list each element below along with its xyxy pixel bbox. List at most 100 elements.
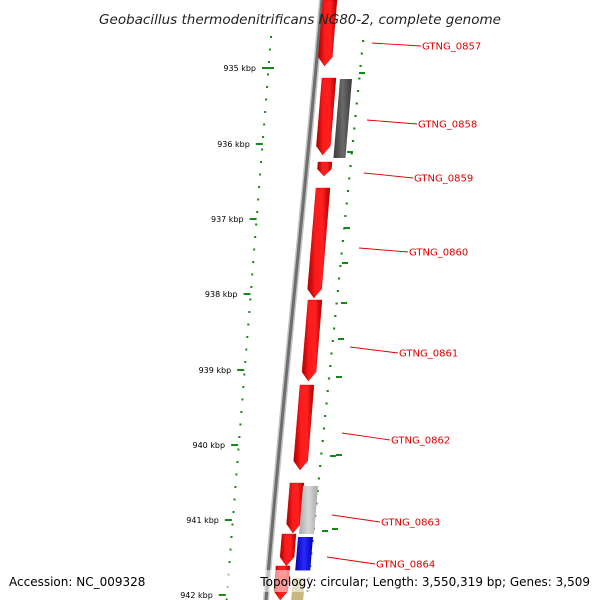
gc-dash	[336, 376, 342, 378]
gc-dot	[248, 311, 251, 313]
genome-backbone-line	[264, 0, 324, 600]
gc-dot	[246, 336, 249, 338]
tick-mark	[255, 143, 263, 145]
gene-label-gtng-0860[interactable]: GTNG_0860	[409, 248, 468, 259]
gc-dot	[325, 402, 328, 405]
gc-dot	[329, 365, 332, 367]
gc-dot	[238, 436, 241, 438]
gc-dot	[251, 273, 254, 276]
label-leader-line	[331, 514, 381, 523]
gc-dot	[338, 277, 341, 280]
gc-dot	[354, 115, 357, 117]
gc-dot	[351, 140, 355, 142]
tick-mark	[218, 594, 226, 596]
gray-feature	[333, 79, 352, 158]
gene-label-gtng-0864[interactable]: GTNG_0864	[376, 560, 435, 571]
tick-label: 937 kbp	[211, 215, 244, 224]
gc-dot	[264, 111, 267, 113]
gc-dot	[230, 536, 233, 538]
tick-mark	[237, 369, 245, 371]
cds-arrow	[307, 187, 331, 299]
gc-dot	[247, 323, 250, 326]
gene-label-gtng-0859[interactable]: GTNG_0859	[414, 174, 473, 185]
label-leader-line	[358, 247, 409, 253]
tick-mark	[224, 519, 232, 521]
gene-label-gtng-0862[interactable]: GTNG_0862	[391, 436, 450, 447]
gc-dash	[342, 262, 348, 264]
gc-dot	[267, 73, 269, 76]
gc-dot	[225, 598, 228, 600]
map-title: Geobacillus thermodenitrificans NG80-2, …	[99, 12, 501, 28]
label-leader-line	[363, 172, 414, 179]
gc-dot	[255, 223, 258, 226]
gc-dash	[268, 67, 274, 69]
gc-dot	[241, 398, 244, 401]
gc-dash	[359, 72, 365, 74]
tick-label: 936 kbp	[217, 140, 250, 149]
gc-dot	[234, 486, 237, 488]
genome-summary-text: Topology: circular; Length: 3,550,319 bp…	[259, 575, 590, 589]
gc-dot	[319, 465, 322, 467]
gc-dash	[322, 530, 328, 532]
gc-dash	[332, 528, 338, 530]
tick-label: 941 kbp	[186, 516, 219, 525]
gc-dot	[263, 123, 266, 126]
gc-dot	[242, 386, 245, 388]
gc-dot	[340, 252, 343, 255]
gc-dot	[233, 498, 236, 501]
tick-mark	[249, 218, 257, 220]
kbp-tick-track: 935 kbp 936 kbp 937 kbp 938 kbp 939 kbp 940 k…	[180, 64, 269, 600]
tick-mark	[231, 444, 239, 446]
gene-label-gtng-0863[interactable]: GTNG_0863	[381, 518, 440, 529]
gc-dot	[344, 215, 347, 217]
gc-dot	[317, 477, 320, 480]
gc-dot	[237, 448, 240, 451]
gc-dash	[330, 455, 336, 457]
gc-dot	[355, 102, 358, 105]
gc-dot	[257, 198, 260, 201]
gc-dot	[268, 61, 270, 63]
gc-dot	[250, 286, 253, 288]
cds-arrow	[318, 0, 338, 67]
cds-arrow	[279, 533, 297, 567]
gc-dot	[331, 340, 334, 342]
gene-label-gtng-0858[interactable]: GTNG_0858	[418, 120, 477, 131]
gc-dot	[231, 523, 234, 526]
gc-dot	[358, 77, 361, 80]
gc-dot	[360, 52, 363, 55]
gc-dot	[316, 490, 319, 492]
gc-dot	[249, 298, 252, 301]
cds-arrow	[301, 299, 323, 382]
cds-arrow	[316, 77, 337, 156]
gc-dot	[353, 127, 356, 130]
label-leader-line	[371, 42, 422, 47]
gc-dot	[349, 165, 352, 167]
gc-dot	[322, 427, 326, 430]
cds-arrow	[317, 161, 333, 177]
tick-mark	[243, 293, 251, 295]
gc-dot	[269, 48, 271, 51]
gc-dot	[244, 361, 247, 363]
cds-arrow	[286, 482, 305, 534]
gc-dash	[336, 454, 342, 456]
gc-dot	[260, 161, 263, 163]
tick-label: 942 kbp	[180, 591, 213, 600]
gc-dot	[266, 86, 269, 88]
gene-label-gtng-0857[interactable]: GTNG_0857	[422, 42, 481, 53]
gc-dot	[232, 511, 235, 513]
tick-mark	[262, 67, 269, 69]
gc-dot	[235, 473, 238, 476]
gc-dot	[330, 352, 333, 355]
tick-label: 939 kbp	[199, 366, 232, 375]
gc-dot	[356, 90, 360, 92]
blue-feature	[295, 537, 313, 571]
gene-label-gtng-0861[interactable]: GTNG_0861	[399, 349, 458, 360]
gc-dot	[336, 290, 339, 292]
gc-dot	[259, 173, 262, 176]
gc-dot	[229, 548, 232, 551]
label-leader-line	[349, 346, 399, 354]
label-leader-line	[341, 432, 391, 441]
gc-dot	[261, 148, 264, 151]
tick-label: 940 kbp	[192, 441, 225, 450]
accession-text: Accession: NC_009328	[9, 575, 145, 589]
